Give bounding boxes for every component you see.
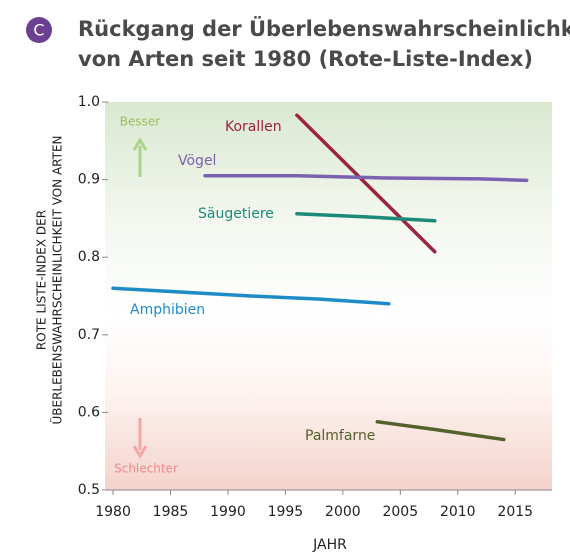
arrow-up bbox=[132, 137, 148, 177]
series-label: Palmfarne bbox=[305, 428, 375, 444]
series-line bbox=[375, 419, 506, 442]
series-line bbox=[295, 211, 437, 223]
series-line bbox=[203, 173, 529, 183]
y-axis-label: ÜBERLEBENSWAHRSCHEINLICHKEIT VON ARTEN bbox=[49, 135, 65, 424]
series-label: Vögel bbox=[178, 153, 216, 169]
annotation: Besser bbox=[120, 115, 161, 129]
series-label: Säugetiere bbox=[198, 206, 274, 222]
x-tick-label: 1985 bbox=[153, 504, 189, 520]
x-tick-label: 1990 bbox=[210, 504, 246, 520]
x-tick-label: 2005 bbox=[382, 504, 418, 520]
y-tick-label: 0.7 bbox=[78, 327, 100, 343]
y-tick-label: 0.6 bbox=[78, 404, 100, 420]
y-axis-label: ROTE LISTE-INDEX DER bbox=[35, 210, 49, 350]
annotation: Schlechter bbox=[114, 462, 178, 476]
plot-background bbox=[105, 102, 552, 490]
x-tick-label: 2000 bbox=[325, 504, 361, 520]
x-tick-label: 1980 bbox=[95, 504, 131, 520]
series-line bbox=[111, 286, 391, 306]
y-tick-label: 0.9 bbox=[78, 172, 100, 188]
x-tick-label: 2015 bbox=[497, 504, 533, 520]
chart-title: Rückgang der Überlebenswahrscheinlichkei… bbox=[78, 16, 570, 41]
chart-title: von Arten seit 1980 (Rote-Liste-Index) bbox=[78, 47, 533, 71]
x-tick-label: 2010 bbox=[440, 504, 476, 520]
y-tick-label: 0.8 bbox=[78, 249, 100, 265]
y-tick-label: 1.0 bbox=[78, 94, 100, 110]
x-tick-label: 1995 bbox=[268, 504, 304, 520]
panel-badge bbox=[26, 17, 52, 43]
arrow-down bbox=[132, 418, 148, 459]
panel-label: C bbox=[33, 21, 44, 40]
series-line bbox=[295, 113, 437, 254]
y-tick-label: 0.5 bbox=[78, 482, 100, 498]
series-label: Amphibien bbox=[130, 302, 205, 318]
series-label: Korallen bbox=[225, 119, 282, 135]
x-axis-label: JAHR bbox=[312, 537, 347, 553]
